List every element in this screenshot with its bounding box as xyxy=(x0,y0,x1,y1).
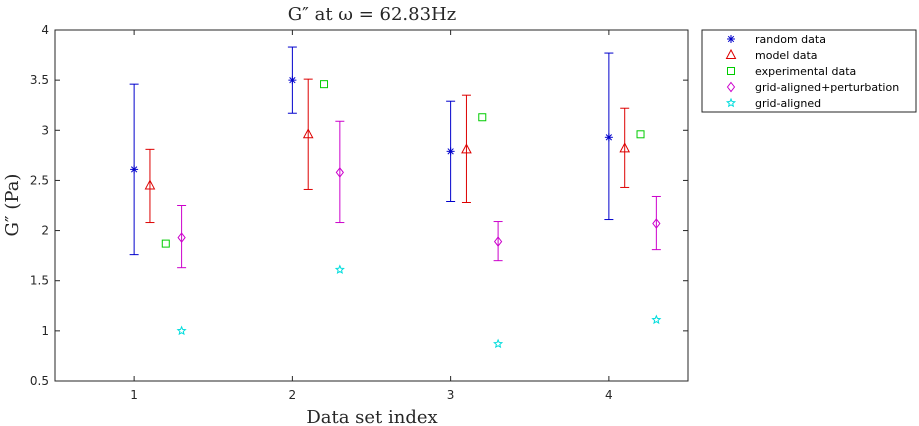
legend-marker xyxy=(727,67,735,75)
legend-marker xyxy=(725,48,737,59)
legend: random data model data experimental data gr… xyxy=(701,29,917,113)
data-point xyxy=(161,239,170,248)
data-point xyxy=(493,338,504,349)
data-point xyxy=(320,80,329,89)
data-point xyxy=(604,133,613,142)
legend-box xyxy=(701,29,917,113)
y-tick-label: 0.5 xyxy=(30,374,49,388)
x-axis: 1 2 3 4 xyxy=(130,30,613,402)
series-model-data xyxy=(144,78,631,224)
plot-area xyxy=(54,29,689,382)
series-grid-aligned xyxy=(176,264,662,349)
data-point xyxy=(461,143,472,154)
y-tick-label: 1.5 xyxy=(30,274,49,288)
y-tick-label: 3.5 xyxy=(30,73,49,87)
y-tick-label: 2.5 xyxy=(30,173,49,187)
x-tick-label: 1 xyxy=(130,388,138,402)
data-point xyxy=(177,232,186,243)
x-tick-label: 4 xyxy=(605,388,613,402)
data-point xyxy=(302,128,314,139)
legend-marker xyxy=(727,35,735,43)
series-experimental-data xyxy=(161,80,645,248)
data-point xyxy=(493,236,503,247)
series-random-data xyxy=(129,46,614,256)
data-point xyxy=(619,142,631,153)
data-point xyxy=(651,314,662,325)
legend-entry: grid-aligned+perturbation xyxy=(755,81,899,94)
data-point xyxy=(335,167,344,178)
y-tick-label: 1 xyxy=(41,324,49,338)
data-point xyxy=(478,113,487,122)
y-tick-label: 3 xyxy=(41,123,49,137)
y-axis-title: G″ (Pa) xyxy=(2,174,23,237)
data-point xyxy=(288,76,297,85)
x-axis-title: Data set index xyxy=(306,407,437,426)
legend-entry: model data xyxy=(755,49,818,62)
y-axis: 0.5 1 1.5 2 2.5 3 3.5 4 xyxy=(30,23,688,388)
x-tick-label: 2 xyxy=(289,388,297,402)
data-point xyxy=(130,165,139,174)
legend-marker xyxy=(725,97,737,108)
data-point xyxy=(446,147,455,156)
chart-title: G″ at ω = 62.83Hz xyxy=(288,4,456,25)
legend-marker xyxy=(726,81,736,93)
legend-entry: grid-aligned xyxy=(755,97,821,110)
legend-entry: random data xyxy=(755,33,826,46)
y-tick-label: 2 xyxy=(41,224,49,238)
data-point xyxy=(176,325,187,336)
legend-entry: experimental data xyxy=(755,65,856,78)
data-point xyxy=(652,218,661,229)
y-tick-label: 4 xyxy=(41,23,49,37)
data-marks xyxy=(129,46,662,349)
series-grid-aligned-perturbation xyxy=(177,120,661,269)
data-point xyxy=(636,130,645,139)
data-point xyxy=(144,179,156,190)
data-point xyxy=(334,264,345,274)
x-tick-label: 3 xyxy=(447,388,455,402)
